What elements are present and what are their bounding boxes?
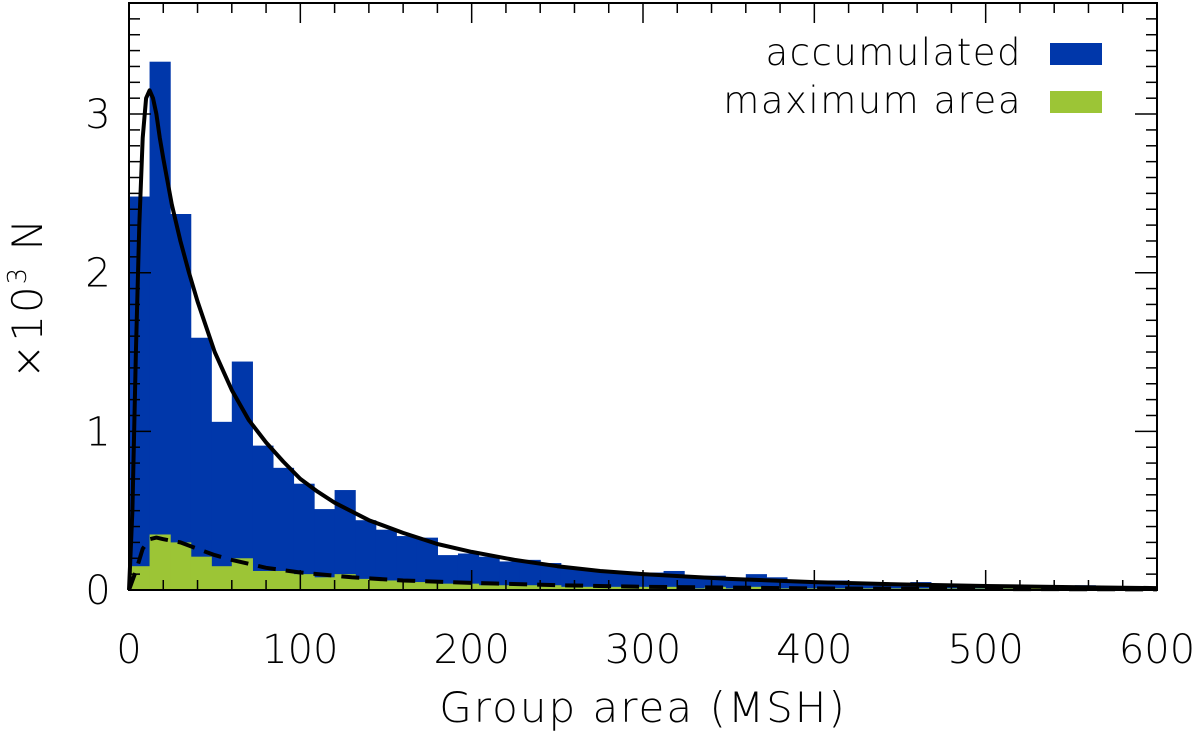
maximum-area-bar bbox=[478, 585, 500, 590]
maximum-area-bar bbox=[560, 586, 582, 590]
y-axis-title-exponent: 3 bbox=[3, 266, 33, 285]
maximum-area-bar bbox=[355, 578, 377, 590]
maximum-area-bar bbox=[499, 585, 521, 590]
y-tick-label: 3 bbox=[85, 92, 110, 138]
accumulated-bar bbox=[396, 536, 418, 590]
maximum-area-bar bbox=[129, 566, 151, 590]
accumulated-bar bbox=[149, 61, 171, 590]
y-tick-label: 1 bbox=[85, 409, 110, 455]
y-axis-title-suffix: N bbox=[3, 217, 52, 266]
tick-labels: 0 100 200 300 400 500 600 0 1 2 3 bbox=[85, 92, 1195, 673]
maximum-area-bar bbox=[416, 582, 438, 590]
maximum-area-bar bbox=[314, 577, 336, 590]
x-tick-label: 600 bbox=[1119, 627, 1195, 673]
fit-curve-dashed bbox=[127, 535, 1158, 592]
maximum-area-bar bbox=[457, 583, 480, 590]
accumulated-bar bbox=[272, 467, 295, 590]
maximum-area-bar bbox=[211, 566, 233, 590]
axis-ticks bbox=[128, 3, 1158, 591]
accumulated-bar bbox=[170, 214, 192, 591]
maximum-area-bar bbox=[437, 583, 459, 590]
y-tick-label: 0 bbox=[85, 568, 110, 614]
x-tick-label: 200 bbox=[433, 627, 509, 673]
maximum-area-bar bbox=[540, 585, 562, 590]
x-tick-label: 500 bbox=[947, 627, 1023, 673]
maximum-area-bar bbox=[601, 586, 624, 590]
y-axis-title-prefix: ×10 bbox=[3, 284, 52, 379]
maximum-area-bar bbox=[663, 586, 685, 590]
x-tick-label: 100 bbox=[262, 627, 338, 673]
legend-label-maximum-area: maximum area bbox=[723, 79, 1022, 122]
maximum-area-bar bbox=[293, 574, 315, 590]
accumulated-bar bbox=[807, 582, 829, 590]
x-tick-label: 400 bbox=[776, 627, 852, 673]
maximum-area-bar bbox=[170, 542, 192, 590]
maximum-area-bar bbox=[581, 586, 603, 590]
accumulated-bar bbox=[314, 509, 336, 590]
maximum-area-bar bbox=[396, 582, 418, 590]
accumulated-bar bbox=[786, 580, 809, 590]
y-tick-label: 2 bbox=[85, 251, 110, 297]
accumulated-bar bbox=[725, 580, 747, 590]
legend-swatch-maximum-area bbox=[1050, 91, 1102, 113]
maximum-area-bar bbox=[272, 570, 295, 590]
accumulated-bar bbox=[190, 337, 212, 590]
accumulated-bar bbox=[252, 445, 274, 590]
maximum-area-bar bbox=[375, 580, 397, 590]
maximum-area-bar bbox=[519, 585, 541, 590]
maximum-area-bar bbox=[252, 570, 274, 590]
accumulated-bar bbox=[889, 585, 911, 590]
maximum-area-bar bbox=[190, 556, 212, 590]
maximum-area-bar bbox=[149, 534, 171, 590]
maximum-area-bar bbox=[745, 586, 767, 590]
accumulated-bar bbox=[211, 421, 233, 590]
x-axis-title: Group area (MSH) bbox=[439, 683, 846, 732]
y-axis-title: ×103 N bbox=[3, 217, 52, 379]
accumulated-bar bbox=[828, 580, 850, 590]
accumulated-bars bbox=[129, 61, 1158, 591]
legend-swatch-accumulated bbox=[1050, 43, 1102, 65]
accumulated-bar bbox=[355, 520, 377, 590]
x-tick-label: 0 bbox=[116, 627, 141, 673]
accumulated-bar bbox=[416, 537, 438, 590]
accumulated-bar bbox=[334, 490, 356, 590]
maximum-area-bar bbox=[231, 558, 253, 590]
legend: accumulated maximum area bbox=[723, 31, 1102, 122]
legend-label-accumulated: accumulated bbox=[765, 31, 1022, 74]
accumulated-bar bbox=[293, 483, 315, 590]
accumulated-bar bbox=[375, 529, 397, 590]
x-tick-label: 300 bbox=[605, 627, 681, 673]
